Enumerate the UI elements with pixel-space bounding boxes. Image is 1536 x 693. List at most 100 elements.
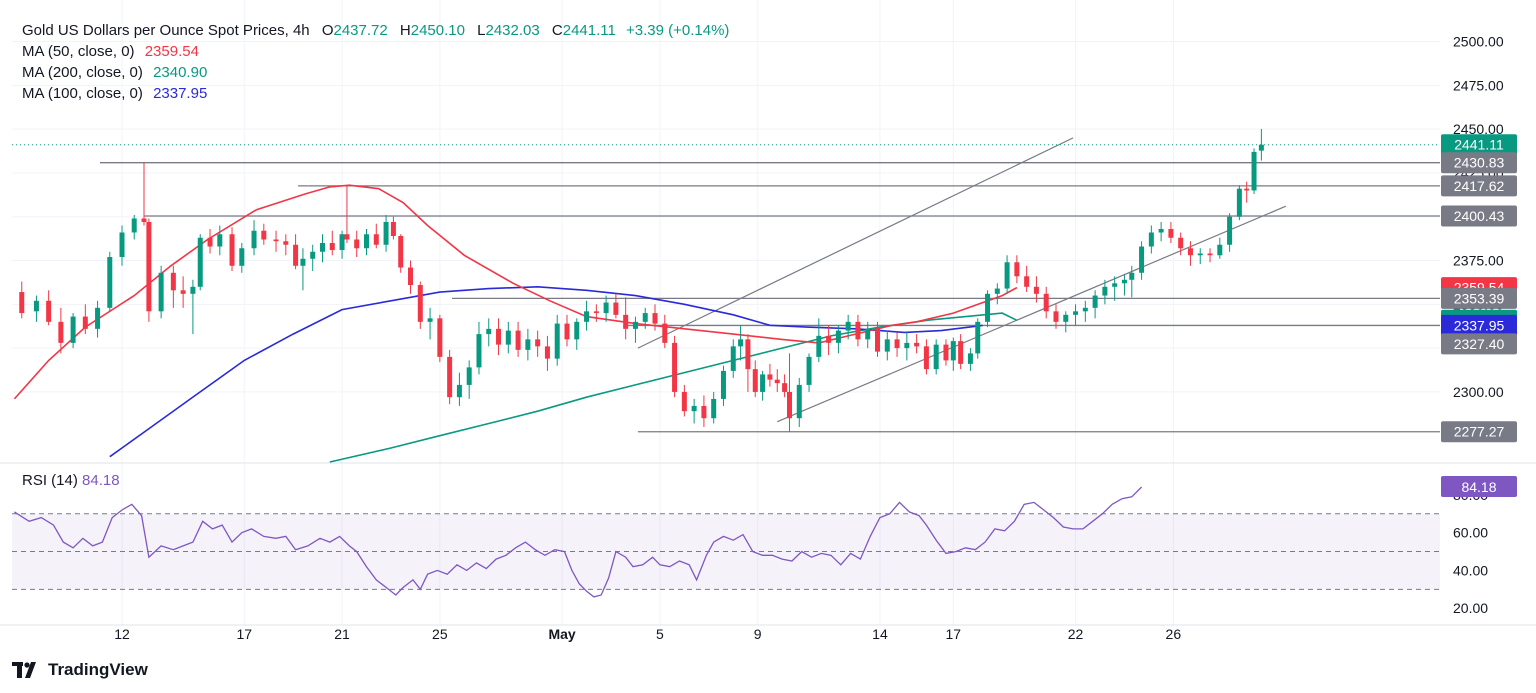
candle xyxy=(417,281,423,329)
candle xyxy=(300,248,306,291)
candle xyxy=(141,162,147,226)
time-tick-label: 26 xyxy=(1166,626,1182,642)
price-label: 2441.11 xyxy=(1441,134,1517,156)
high-label: H xyxy=(399,22,411,39)
candle xyxy=(1251,148,1257,194)
candle xyxy=(19,281,25,319)
ma50-legend[interactable]: MA (50, close, 0) 2359.54 xyxy=(22,43,199,60)
time-axis[interactable]: 12 17 21 25 May 5 9 14 17 22 26 xyxy=(114,626,1181,642)
candle-body xyxy=(584,311,590,322)
candle xyxy=(933,339,939,375)
ma200-legend[interactable]: MA (200, close, 0) 2340.90 xyxy=(22,64,207,81)
candle-body xyxy=(701,405,707,419)
price-label-text: 2327.40 xyxy=(1454,336,1505,352)
candle xyxy=(107,251,113,312)
candle-body xyxy=(1033,286,1039,294)
candle-body xyxy=(329,243,335,251)
candle-body xyxy=(1178,237,1184,249)
rsi-tick-label: 60.00 xyxy=(1453,525,1488,541)
candle xyxy=(632,316,638,343)
candle-body xyxy=(496,328,502,345)
candle xyxy=(261,223,267,245)
price-label-bg xyxy=(1441,205,1517,227)
candle xyxy=(496,318,502,356)
tradingview-logo-icon xyxy=(12,662,36,678)
candle-body xyxy=(1092,295,1098,308)
candle-body xyxy=(466,367,472,385)
candle-body xyxy=(767,374,773,380)
symbol-legend: Gold US Dollars per Ounce Spot Prices, 4… xyxy=(22,22,729,39)
candle-body xyxy=(107,257,113,308)
price-tick-label: 2300.00 xyxy=(1453,384,1504,400)
candle xyxy=(33,295,39,322)
candle-body xyxy=(1073,311,1079,315)
candle xyxy=(642,307,648,329)
candle-body xyxy=(180,290,186,294)
candle xyxy=(1121,274,1127,296)
candle xyxy=(835,325,841,354)
price-tick-label: 2475.00 xyxy=(1453,77,1504,93)
time-tick-label: 17 xyxy=(946,626,962,642)
trend-line xyxy=(777,205,1287,423)
candle-body xyxy=(1053,311,1059,322)
candle xyxy=(239,243,245,273)
price-label-text: 2337.95 xyxy=(1454,317,1505,333)
candle-body xyxy=(745,339,751,370)
candle-body xyxy=(564,323,570,340)
candle-body xyxy=(437,318,443,357)
price-tick-label: 2450.00 xyxy=(1453,121,1504,137)
candle xyxy=(119,225,125,266)
candle-body xyxy=(535,339,541,347)
candle-body xyxy=(417,285,423,322)
price-label-text: 2417.62 xyxy=(1454,178,1505,194)
candle xyxy=(1024,265,1030,293)
candle xyxy=(180,276,186,308)
candle xyxy=(958,334,964,370)
price-labels: 2441.112430.832417.622400.432359.542353.… xyxy=(1441,134,1517,443)
candle xyxy=(845,314,851,340)
price-label-text: 2430.83 xyxy=(1454,155,1505,171)
candle-body xyxy=(967,353,973,364)
candle xyxy=(701,395,707,427)
candle-body xyxy=(70,316,76,343)
candle xyxy=(251,220,257,256)
rsi-legend[interactable]: RSI (14) 84.18 xyxy=(22,472,120,489)
candle-body xyxy=(119,232,125,258)
candle xyxy=(354,230,360,258)
candle-body xyxy=(786,391,792,419)
change-value: +3.39 (+0.14%) xyxy=(626,22,730,39)
price-label-bg xyxy=(1441,287,1517,309)
symbol-title[interactable]: Gold US Dollars per Ounce Spot Prices, 4… xyxy=(22,22,310,39)
candle-body xyxy=(408,267,414,286)
candle-body xyxy=(197,237,203,287)
candle xyxy=(613,293,619,319)
ma100-legend[interactable]: MA (100, close, 0) 2337.95 xyxy=(22,85,207,102)
candle-body xyxy=(383,221,389,245)
candle-body xyxy=(486,328,492,335)
candle-body xyxy=(1187,248,1193,256)
horizontal-levels xyxy=(99,162,1440,433)
candle xyxy=(535,330,541,357)
candle xyxy=(584,300,590,331)
candle xyxy=(398,234,404,273)
candle xyxy=(476,321,482,375)
time-tick-label: 22 xyxy=(1068,626,1084,642)
price-label: 2400.43 xyxy=(1441,205,1517,227)
time-tick-label: 9 xyxy=(754,626,762,642)
candle xyxy=(58,307,64,354)
candle xyxy=(427,307,433,340)
candle-body xyxy=(344,234,350,240)
ma50-value: 2359.54 xyxy=(144,43,199,60)
tradingview-logo[interactable]: TradingView xyxy=(12,660,148,680)
candle xyxy=(1178,232,1184,256)
moving-average-lines xyxy=(13,184,1018,463)
candle-body xyxy=(1129,272,1135,280)
candle xyxy=(383,214,389,252)
candle xyxy=(691,398,697,424)
candle-body xyxy=(652,313,658,324)
candle-body xyxy=(752,369,758,392)
price-label: 2337.95 xyxy=(1441,314,1517,336)
candle xyxy=(95,300,101,338)
